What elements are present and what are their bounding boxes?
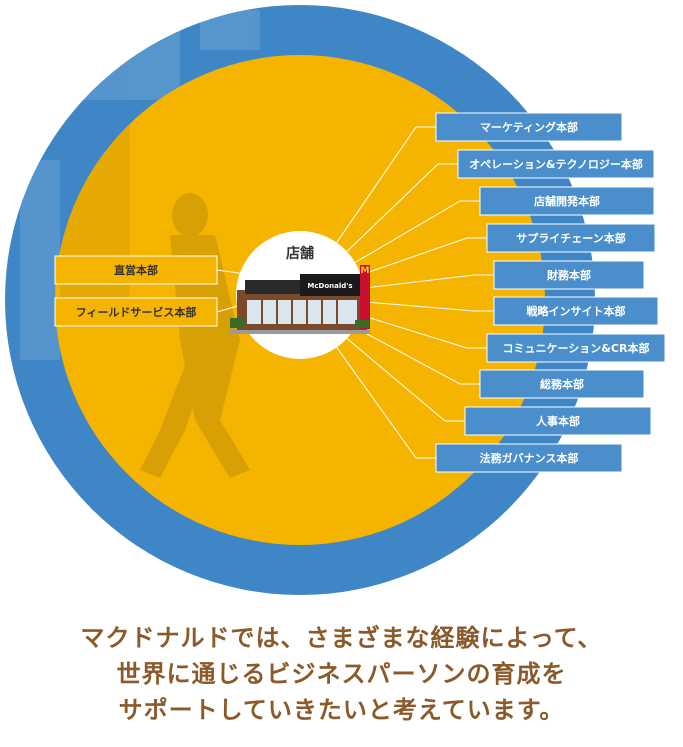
center-label: 店舗 [286,245,314,262]
department-label: コミュニケーション&CR本部 [503,341,650,355]
right-department-box-6: コミュニケーション&CR本部 [486,333,666,363]
department-box-background [486,223,656,253]
right-department-box-3: サプライチェーン本部 [486,223,656,253]
department-label: 店舗開発本部 [534,194,600,208]
connector-line [336,347,417,459]
connector-line [336,126,417,243]
department-label: 総務本部 [540,377,584,391]
right-department-box-4: 財務本部 [493,260,645,290]
connector-line [346,338,446,422]
connector-line [216,269,240,274]
connector-line [216,305,238,313]
department-label: 人事本部 [536,414,580,428]
right-department-box-8: 人事本部 [464,406,652,436]
right-department-box-1: オペレーション&テクノロジー本部 [457,149,655,179]
right-department-box-9: 法務ガバナンス本部 [435,443,623,473]
right-department-box-5: 戦略インサイト本部 [493,296,659,326]
department-label: オペレーション&テクノロジー本部 [469,157,643,171]
department-label: 直営本部 [114,263,158,277]
department-label: 戦略インサイト本部 [527,304,626,318]
department-box-background [479,186,655,216]
store-illustration: M [230,265,370,334]
connector-line [363,274,475,289]
department-box-background [479,369,645,399]
department-box-background [435,443,623,473]
connector-line [360,314,468,349]
caption: マクドナルドでは、さまざまな経験によって、 世界に通じるビジネスパーソンの育成を… [0,620,683,728]
connector-line [346,163,439,252]
caption-line-2: 世界に通じるビジネスパーソンの育成を [116,660,567,688]
organization-diagram: 店舗 M McDonald's マーケティング本部オペレーション&テクノロジー本… [5,5,666,595]
right-department-box-2: 店舗開発本部 [479,186,655,216]
caption-line-3: サポートしていきたいと考えています。 [118,696,565,724]
department-label: フィールドサービス本部 [76,305,197,319]
background-photo-texture [20,10,260,360]
store-sign: McDonald's [307,282,352,290]
department-label: 法務ガバナンス本部 [480,451,579,465]
left-department-box-1: フィールドサービス本部 [54,297,218,327]
department-box-background [493,260,645,290]
department-label: マーケティング本部 [480,120,578,134]
department-label: 財務本部 [546,268,591,282]
arches-logo-icon: M [361,266,370,276]
caption-line-1: マクドナルドでは、さまざまな経験によって、 [80,624,603,652]
department-box-background [54,255,218,285]
department-box-background [457,149,655,179]
department-box-background [464,406,652,436]
connector-lines [216,126,494,459]
right-department-box-0: マーケティング本部 [435,112,623,142]
connector-line [354,200,461,263]
department-box-background [493,296,659,326]
department-box-background [435,112,623,142]
connector-line [363,301,475,312]
right-department-box-7: 総務本部 [479,369,645,399]
department-box-background [486,333,666,363]
left-department-box-0: 直営本部 [54,255,218,285]
department-label: サプライチェーン本部 [516,231,625,245]
walking-people-silhouette [60,90,250,478]
connector-line [354,327,461,385]
connector-line [360,237,468,276]
department-box-background [54,297,218,327]
